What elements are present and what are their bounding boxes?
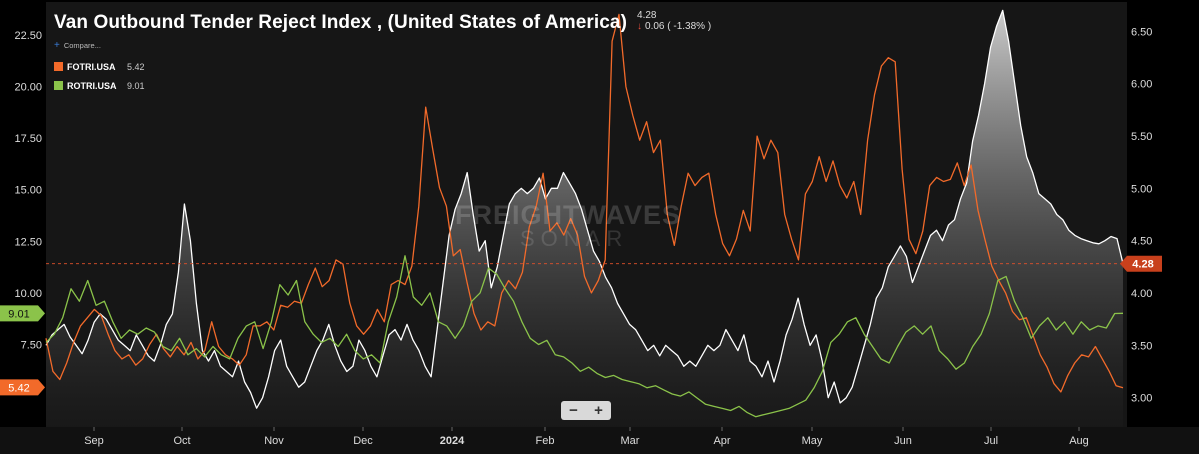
fotri-last-tag (0, 379, 45, 396)
zoom-out-button[interactable]: − (569, 402, 578, 419)
plus-icon: + (54, 40, 60, 51)
x-tick-label: Nov (264, 435, 284, 447)
last-value: 4.28 (637, 10, 657, 21)
down-arrow-icon: ↓ (637, 21, 643, 32)
van-otri-last-tag (1120, 255, 1162, 272)
x-tick-label: Oct (173, 435, 190, 447)
series-line-rotri (45, 255, 1124, 418)
right-y-tick-label: 3.00 (1131, 393, 1152, 405)
legend-swatch-fotri (54, 62, 63, 71)
x-tick-label: Dec (353, 435, 373, 447)
zoom-in-button[interactable]: + (594, 402, 603, 419)
legend-item-fotri[interactable]: FOTRI.USA 5.42 (54, 57, 145, 76)
series-line-fotri (45, 13, 1124, 393)
x-tick-label: Jul (984, 435, 998, 447)
legend-value-rotri: 9.01 (127, 80, 145, 91)
compare-button[interactable]: + Compare... (54, 40, 101, 51)
right-y-tick-label: 3.50 (1131, 340, 1152, 352)
van-otri-last-tag-label: 4.28 (1132, 259, 1153, 271)
right-y-tick-label: 5.00 (1131, 183, 1152, 195)
left-y-tick-label: 22.50 (14, 30, 42, 42)
legend-item-rotri[interactable]: ROTRI.USA 9.01 (54, 76, 145, 95)
right-y-tick-label: 6.50 (1131, 26, 1152, 38)
x-tick-label: 2024 (440, 435, 465, 447)
chart-title: Van Outbound Tender Reject Index , (Unit… (54, 12, 628, 33)
left-y-tick-label: 12.50 (14, 236, 42, 248)
x-tick-label: May (802, 435, 823, 447)
legend-value-fotri: 5.42 (127, 61, 145, 72)
compare-label: Compare... (63, 41, 101, 50)
rotri-last-tag (0, 305, 45, 322)
legend: FOTRI.USA 5.42 ROTRI.USA 9.01 (54, 57, 145, 95)
legend-name-rotri: ROTRI.USA (67, 80, 117, 91)
x-axis-band (0, 427, 1199, 454)
right-y-tick-label: 4.50 (1131, 236, 1152, 248)
change-value: 0.06 ( -1.38% ) (645, 21, 712, 32)
left-y-tick-label: 20.00 (14, 82, 42, 94)
watermark-sonar: SONAR (520, 226, 629, 251)
right-y-tick-label: 5.50 (1131, 131, 1152, 143)
x-tick-label: Mar (621, 435, 640, 447)
fotri-last-tag-label: 5.42 (8, 382, 29, 394)
legend-swatch-rotri (54, 81, 63, 90)
quote-box: 4.28 ↓ 0.06 ( -1.38% ) (637, 10, 711, 32)
chart-header: Van Outbound Tender Reject Index , (Unit… (54, 10, 711, 34)
left-y-tick-label: 7.50 (21, 339, 42, 351)
legend-name-fotri: FOTRI.USA (67, 61, 116, 72)
x-tick-label: Feb (536, 435, 555, 447)
right-y-tick-label: 6.00 (1131, 79, 1152, 91)
left-y-tick-label: 17.50 (14, 133, 42, 145)
series-area-van-otri (46, 10, 1123, 428)
left-y-tick-label: 10.00 (14, 288, 42, 300)
series-line-van-otri (45, 9, 1124, 409)
x-tick-label: Sep (84, 435, 104, 447)
left-y-tick-label: 15.00 (14, 185, 42, 197)
rotri-last-tag-label: 9.01 (8, 308, 29, 320)
x-tick-label: Apr (713, 435, 730, 447)
right-y-tick-label: 4.00 (1131, 288, 1152, 300)
x-tick-label: Jun (894, 435, 912, 447)
watermark-freightwaves: FREIGHTWAVES (455, 200, 682, 230)
zoom-controls: − + (561, 401, 611, 420)
x-tick-label: Aug (1069, 435, 1089, 447)
